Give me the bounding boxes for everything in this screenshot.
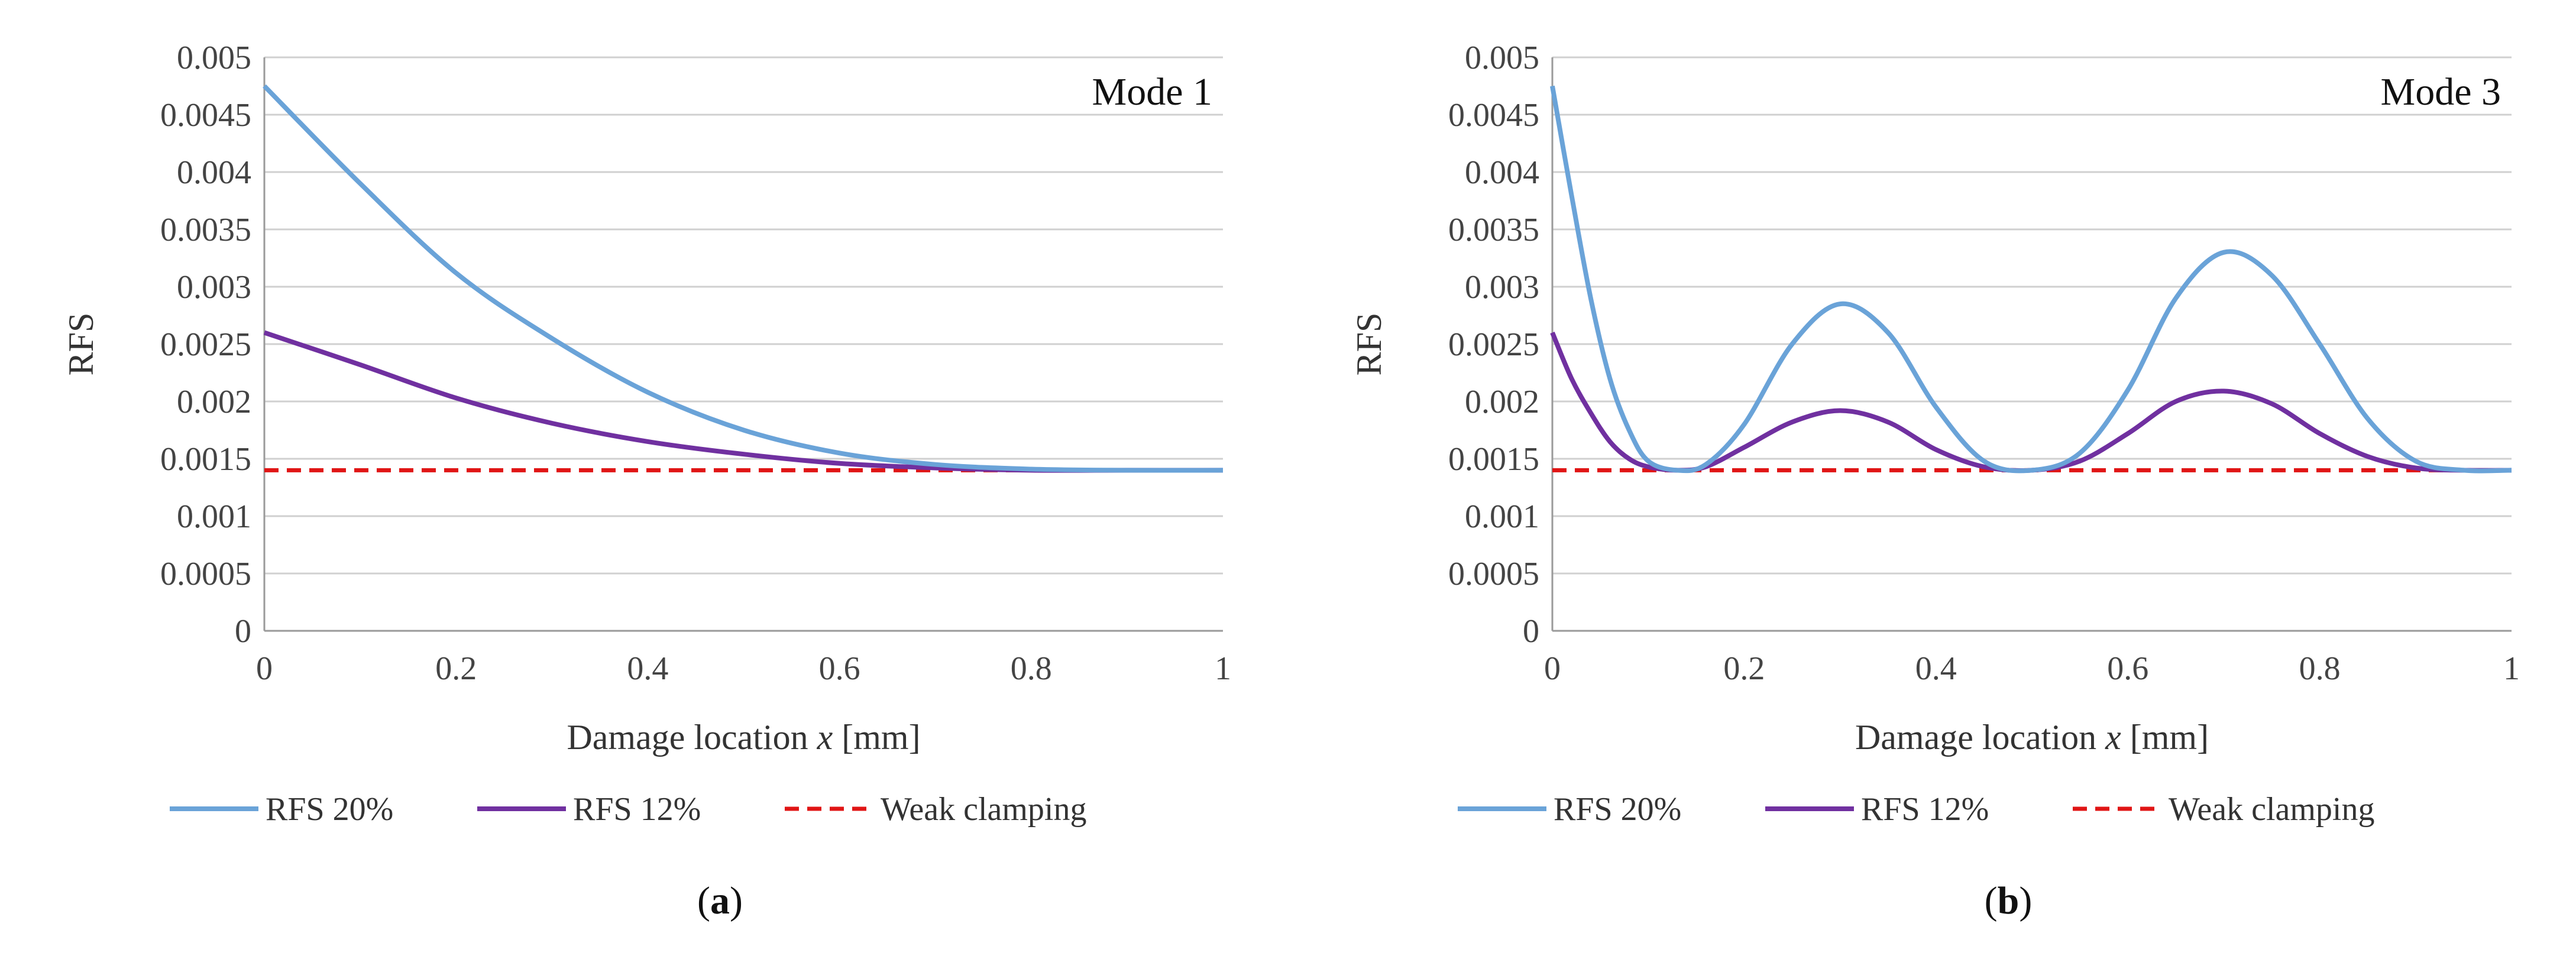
panel-caption-a: (a) xyxy=(697,879,743,922)
y-tick-label: 0.0045 xyxy=(1448,97,1539,134)
y-tick-label: 0 xyxy=(235,613,251,650)
x-axis-title-unit-b: [mm] xyxy=(2121,718,2209,757)
x-tick-label: 0.6 xyxy=(2107,650,2148,687)
x-tick-label: 0.8 xyxy=(1011,650,1052,687)
mode-annotation-b: Mode 3 xyxy=(2381,70,2501,114)
mode-annotation-a: Mode 1 xyxy=(1092,70,1212,114)
y-tick-label: 0.0035 xyxy=(1448,212,1539,248)
caption-letter-b: b xyxy=(1998,879,2020,922)
legend-b: RFS 20% RFS 12% Weak clamping xyxy=(1458,791,2374,828)
legend-label: RFS 20% xyxy=(1554,791,1681,828)
y-tick-labels-a: 0 0.0005 0.001 0.0015 0.002 0.0025 0.003 0.0035… xyxy=(160,40,251,650)
y-tick-label: 0.0015 xyxy=(1448,441,1539,478)
x-tick-labels-a: 0 0.2 0.4 0.6 0.8 1 xyxy=(256,650,1231,687)
legend-label: RFS 20% xyxy=(266,791,393,828)
x-tick-label: 1 xyxy=(1215,650,1231,687)
y-tick-label: 0.003 xyxy=(177,269,251,306)
x-tick-label: 1 xyxy=(2503,650,2520,687)
x-axis-title-b: Damage location x [mm] xyxy=(1855,718,2209,757)
x-tick-label: 0 xyxy=(1544,650,1561,687)
x-tick-labels-b: 0 0.2 0.4 0.6 0.8 1 xyxy=(1544,650,2520,687)
x-tick-label: 0.4 xyxy=(1915,650,1957,687)
series-line-rfs-20 xyxy=(1550,85,2512,474)
x-tick-label: 0.4 xyxy=(627,650,668,687)
gridlines-b xyxy=(1552,56,2512,575)
y-tick-label: 0.005 xyxy=(1465,40,1539,76)
y-tick-label: 0.0005 xyxy=(1448,556,1539,592)
legend-label: RFS 12% xyxy=(573,791,701,828)
caption-letter-a: a xyxy=(710,879,730,922)
y-tick-label: 0.0045 xyxy=(160,97,251,134)
series-line-rfs-20 xyxy=(263,84,1224,473)
x-axis-title-prefix-a: Damage location xyxy=(567,718,817,757)
gridlines-a xyxy=(264,56,1223,575)
x-tick-label: 0.8 xyxy=(2299,650,2341,687)
caption-close-paren-a: ) xyxy=(730,879,743,922)
legend-label: Weak clamping xyxy=(2169,791,2374,828)
x-axis-title-var-b: x xyxy=(2105,718,2121,757)
x-axis-title-prefix-b: Damage location xyxy=(1855,718,2105,757)
x-tick-label: 0.2 xyxy=(1723,650,1765,687)
legend-label: RFS 12% xyxy=(1861,791,1989,828)
series-group-a xyxy=(263,84,1224,473)
y-tick-label: 0.0025 xyxy=(160,326,251,363)
y-axis-title-a: RFS xyxy=(62,313,101,376)
x-axis-title-a: Damage location x [mm] xyxy=(567,718,920,757)
y-tick-label: 0.0015 xyxy=(160,441,251,478)
caption-open-paren-a: ( xyxy=(697,879,710,922)
y-tick-label: 0.004 xyxy=(1465,154,1539,191)
chart-panel-b: 0 0.0005 0.001 0.0015 0.002 0.0025 0.003 0.0035… xyxy=(1350,40,2520,922)
y-tick-label: 0 xyxy=(1523,613,1539,650)
x-axis-title-unit-a: [mm] xyxy=(833,718,920,757)
caption-close-paren-b: ) xyxy=(2019,879,2032,922)
x-tick-label: 0 xyxy=(256,650,273,687)
caption-open-paren-b: ( xyxy=(1985,879,1998,922)
y-tick-label: 0.001 xyxy=(177,498,251,535)
x-tick-label: 0.6 xyxy=(819,650,860,687)
y-tick-label: 0.0035 xyxy=(160,212,251,248)
y-tick-label: 0.005 xyxy=(177,40,251,76)
x-axis-title-var-a: x xyxy=(817,718,833,757)
y-tick-label: 0.001 xyxy=(1465,498,1539,535)
y-axis-title-b: RFS xyxy=(1350,313,1389,376)
y-tick-label: 0.003 xyxy=(1465,269,1539,306)
x-tick-label: 0.2 xyxy=(435,650,477,687)
y-tick-label: 0.002 xyxy=(177,384,251,420)
y-tick-label: 0.004 xyxy=(177,154,251,191)
y-tick-label: 0.0025 xyxy=(1448,326,1539,363)
y-tick-labels-b: 0 0.0005 0.001 0.0015 0.002 0.0025 0.003 0.0035… xyxy=(1448,40,1539,650)
legend-a: RFS 20% RFS 12% Weak clamping xyxy=(170,791,1086,828)
series-line-rfs-12 xyxy=(1550,332,2512,473)
series-group-b xyxy=(1550,85,2512,474)
panel-caption-b: (b) xyxy=(1985,879,2033,922)
chart-panel-a: 0 0.0005 0.001 0.0015 0.002 0.0025 0.003 0.0035… xyxy=(62,40,1231,922)
y-tick-label: 0.002 xyxy=(1465,384,1539,420)
y-tick-label: 0.0005 xyxy=(160,556,251,592)
legend-label: Weak clamping xyxy=(881,791,1086,828)
